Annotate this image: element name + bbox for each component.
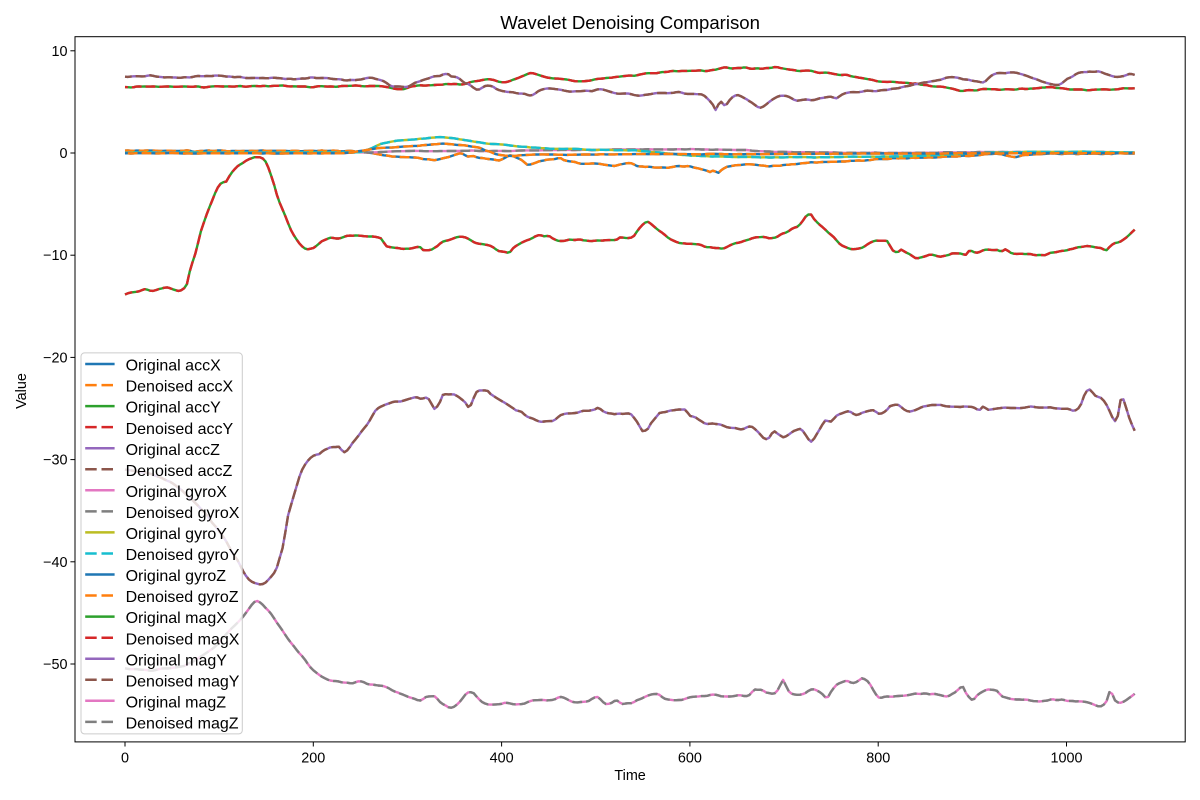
svg-text:Original accZ: Original accZ — [126, 442, 220, 459]
svg-text:Denoised accZ: Denoised accZ — [126, 463, 233, 480]
svg-text:Original magX: Original magX — [126, 610, 228, 627]
svg-text:Original accX: Original accX — [126, 358, 221, 375]
svg-text:Denoised gyroY: Denoised gyroY — [126, 547, 240, 564]
svg-text:−40: −40 — [43, 555, 67, 571]
svg-text:600: 600 — [678, 750, 702, 766]
svg-text:1000: 1000 — [1050, 750, 1082, 766]
svg-text:Original magZ: Original magZ — [126, 694, 227, 711]
svg-text:800: 800 — [866, 750, 890, 766]
svg-text:Original gyroZ: Original gyroZ — [126, 568, 227, 585]
svg-text:Denoised gyroZ: Denoised gyroZ — [126, 589, 239, 606]
svg-text:−50: −50 — [43, 657, 67, 673]
svg-text:0: 0 — [59, 146, 67, 162]
svg-text:200: 200 — [301, 750, 325, 766]
svg-text:400: 400 — [490, 750, 514, 766]
svg-text:Original magY: Original magY — [126, 652, 228, 669]
svg-text:Wavelet Denoising Comparison: Wavelet Denoising Comparison — [500, 12, 760, 33]
svg-text:−20: −20 — [43, 350, 67, 366]
svg-text:Original accY: Original accY — [126, 400, 221, 417]
svg-text:Denoised magZ: Denoised magZ — [126, 716, 239, 733]
svg-text:Original gyroX: Original gyroX — [126, 484, 228, 501]
svg-text:Value: Value — [14, 373, 30, 409]
svg-text:10: 10 — [51, 44, 67, 60]
svg-text:Original gyroY: Original gyroY — [126, 526, 228, 543]
svg-text:0: 0 — [121, 750, 129, 766]
svg-text:−30: −30 — [43, 453, 67, 469]
svg-text:Denoised magX: Denoised magX — [126, 631, 240, 648]
svg-text:Time: Time — [614, 768, 645, 784]
svg-text:Denoised magY: Denoised magY — [126, 673, 240, 690]
svg-text:Denoised accX: Denoised accX — [126, 379, 234, 396]
svg-text:Denoised gyroX: Denoised gyroX — [126, 505, 240, 522]
svg-text:−10: −10 — [43, 248, 67, 264]
svg-text:Denoised accY: Denoised accY — [126, 421, 234, 438]
